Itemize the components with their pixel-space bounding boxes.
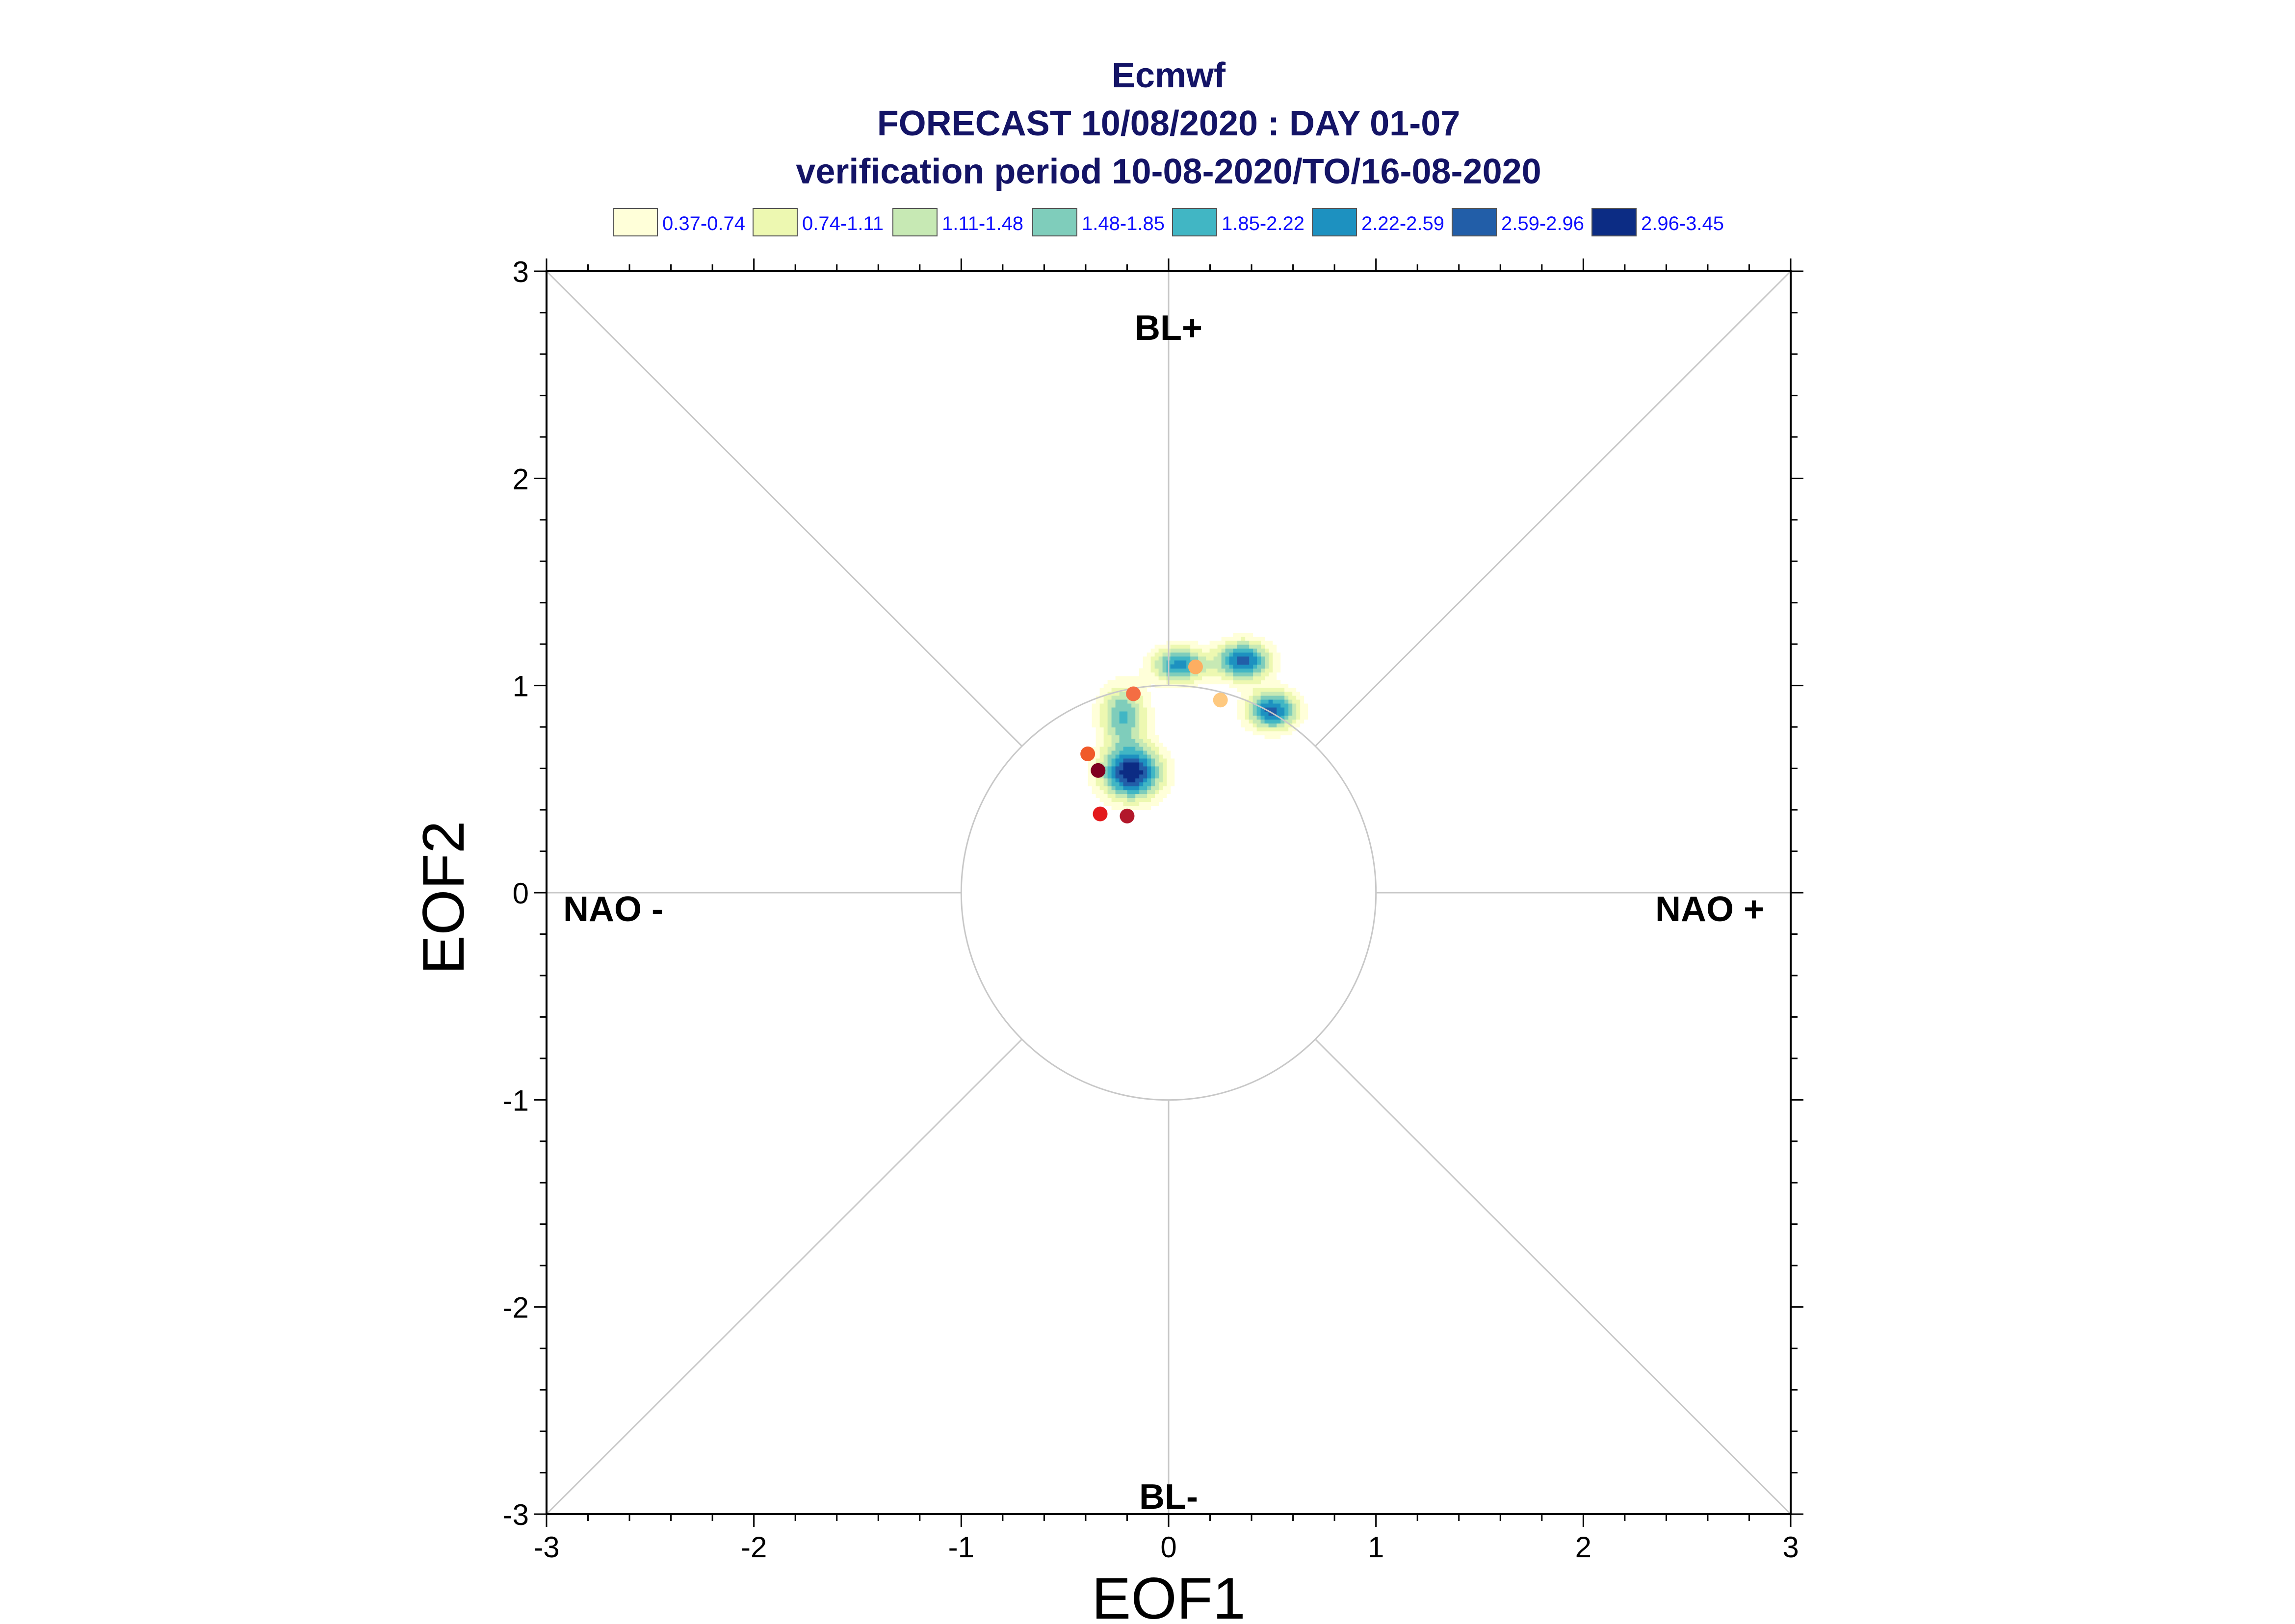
y-tick-label: -2	[503, 1291, 529, 1324]
axis-and-region-labels: EOF1 EOF2 BL+ BL- NAO - NAO +	[411, 309, 1764, 1624]
diagonal-line	[1314, 1038, 1792, 1515]
legend-swatch	[1032, 208, 1077, 236]
data-point	[1126, 686, 1141, 701]
y-tick-label: -1	[503, 1084, 529, 1117]
density-band	[1088, 633, 1308, 810]
x-tick-label: -2	[741, 1531, 767, 1564]
region-label-bl-plus: BL+	[1135, 309, 1202, 348]
chart-titles: Ecmwf FORECAST 10/08/2020 : DAY 01-07 ve…	[796, 56, 1541, 191]
data-point	[1080, 747, 1095, 762]
region-label-bl-minus: BL-	[1139, 1477, 1198, 1517]
data-point	[1120, 808, 1135, 824]
guide-lines	[546, 270, 1792, 1515]
x-tick-label: 3	[1782, 1531, 1799, 1564]
y-tick-label: 3	[513, 256, 529, 288]
y-tick-label: -3	[503, 1498, 529, 1531]
legend-swatch	[1312, 208, 1357, 236]
y-tick-label: 2	[513, 463, 529, 495]
y-tick-label: 0	[513, 877, 529, 910]
x-tick-label: -3	[533, 1531, 559, 1564]
region-label-nao-minus: NAO -	[563, 890, 663, 929]
y-axis-title: EOF2	[411, 821, 476, 974]
data-point	[1188, 659, 1203, 674]
legend-label: 2.22-2.59	[1361, 213, 1444, 234]
unit-circle	[960, 684, 1377, 1101]
x-tick-label: 2	[1575, 1531, 1591, 1564]
legend-swatch	[1452, 208, 1497, 236]
x-axis-title: EOF1	[1092, 1566, 1245, 1624]
axis-ticks: -3 -2 -1 0 1 2 3 -3 -2 -1 0 1 2 3	[503, 256, 1803, 1564]
diagonal-line	[546, 1038, 1023, 1515]
legend-swatch	[753, 208, 798, 236]
data-points	[1080, 659, 1228, 824]
data-point	[1091, 763, 1106, 778]
legend-label: 1.48-1.85	[1082, 213, 1165, 234]
density-band	[1119, 762, 1144, 783]
legend-swatch	[1591, 208, 1637, 236]
x-tick-label: 1	[1368, 1531, 1384, 1564]
chart-subtitle-1: FORECAST 10/08/2020 : DAY 01-07	[877, 104, 1460, 143]
legend-label: 0.37-0.74	[662, 213, 745, 234]
legend-label: 2.96-3.45	[1641, 213, 1724, 234]
x-tick-label: 0	[1160, 1531, 1176, 1564]
legend-label: 1.85-2.22	[1222, 213, 1304, 234]
data-point	[1213, 693, 1228, 708]
legend-swatch	[1172, 208, 1217, 236]
y-tick-label: 1	[513, 670, 529, 703]
region-label-nao-plus: NAO +	[1655, 890, 1764, 929]
chart-subtitle-2: verification period 10-08-2020/TO/16-08-…	[796, 152, 1541, 191]
x-tick-label: -1	[948, 1531, 974, 1564]
legend-label: 1.11-1.48	[942, 213, 1023, 234]
legend-swatch	[613, 208, 658, 236]
plot-area: -3 -2 -1 0 1 2 3 -3 -2 -1 0 1 2 3	[503, 256, 1803, 1564]
chart-title: Ecmwf	[1112, 56, 1226, 95]
data-point	[1093, 806, 1108, 822]
legend-swatch	[892, 208, 938, 236]
legend-label: 2.59-2.96	[1501, 213, 1584, 234]
legend: 0.37-0.74 0.74-1.11 1.11-1.48 1.48-1.85 1.85…	[613, 208, 1724, 236]
density-field	[1088, 633, 1308, 810]
legend-label: 0.74-1.11	[802, 213, 884, 234]
diagonal-line	[1314, 270, 1792, 747]
diagonal-line	[546, 270, 1023, 747]
